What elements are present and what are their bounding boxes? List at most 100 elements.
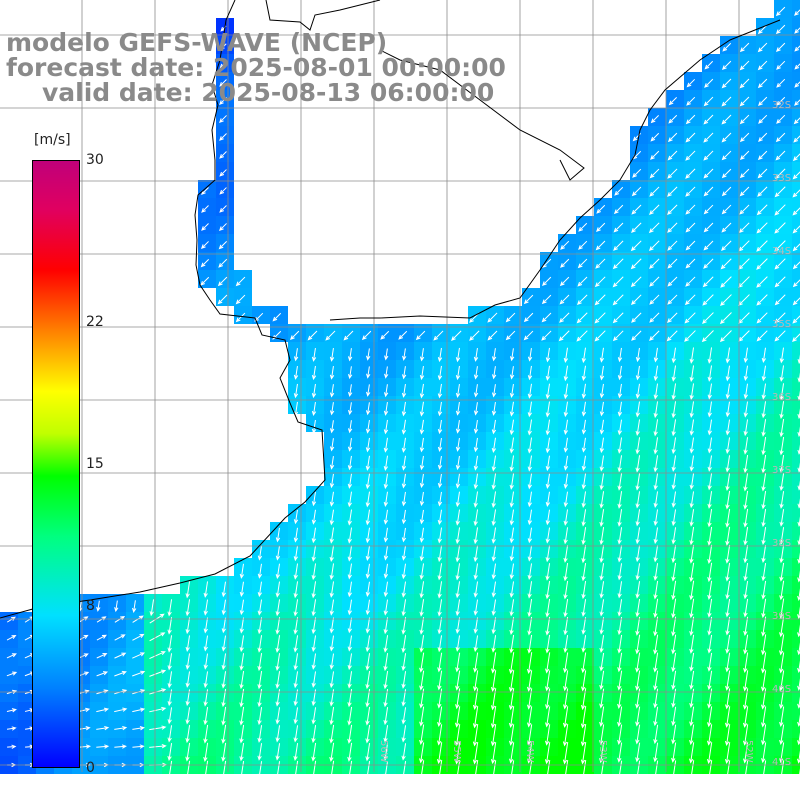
wind-arrow: [437, 455, 443, 470]
wind-arrow: [527, 527, 532, 544]
wind-arrow: [581, 437, 587, 453]
wind-arrow: [756, 240, 768, 252]
wind-arrow: [792, 153, 800, 162]
wind-arrow: [743, 563, 749, 582]
wind-speed-cell: [792, 126, 800, 144]
wind-speed-cell: [792, 108, 800, 126]
wind-arrow: [78, 653, 89, 659]
wind-arrow: [329, 599, 335, 616]
wind-arrow: [508, 670, 515, 693]
wind-arrow: [239, 671, 245, 690]
wind-arrow: [794, 81, 800, 88]
wind-arrow: [509, 383, 515, 399]
wind-arrow: [132, 725, 145, 731]
wind-arrow: [96, 653, 108, 659]
wind-arrow: [167, 635, 173, 653]
wind-arrow: [473, 437, 479, 453]
wind-arrow: [257, 617, 263, 635]
wind-arrow: [114, 634, 126, 641]
wind-arrow: [635, 652, 641, 673]
wind-arrow: [793, 135, 800, 143]
wind-arrow: [738, 222, 750, 234]
wind-arrow: [581, 419, 587, 435]
wind-arrow: [707, 508, 713, 528]
wind-speed-cell: [792, 378, 800, 396]
wind-arrow: [544, 724, 551, 746]
wind-arrow: [455, 670, 461, 691]
wind-arrow: [581, 383, 587, 399]
wind-arrow: [527, 455, 533, 472]
wind-arrow: [257, 743, 263, 761]
wind-arrow: [779, 509, 785, 527]
wind-arrow: [721, 168, 732, 179]
wind-arrow: [487, 330, 498, 341]
wind-arrow: [631, 186, 642, 197]
wind-arrow: [719, 312, 732, 325]
wind-arrow: [545, 634, 551, 654]
wind-arrow: [742, 724, 749, 746]
wind-arrow: [436, 742, 443, 765]
wind-arrow: [685, 186, 696, 197]
wind-arrow: [473, 599, 479, 616]
wind-arrow: [545, 365, 551, 381]
wind-arrow: [635, 473, 641, 491]
wind-arrow: [706, 760, 713, 783]
wind-arrow: [526, 742, 533, 764]
wind-arrow: [307, 330, 318, 341]
wind-arrow: [739, 114, 750, 125]
wind-arrow: [706, 742, 713, 765]
wind-arrow: [725, 598, 731, 618]
wind-arrow: [635, 509, 641, 527]
wind-arrow: [219, 61, 227, 69]
wind-arrow: [612, 276, 624, 288]
wind-arrow: [757, 150, 768, 161]
wind-arrow: [671, 455, 677, 472]
wind-arrow: [653, 383, 659, 400]
wind-arrow: [617, 706, 623, 728]
wind-arrow: [545, 419, 551, 436]
wind-arrow: [725, 652, 731, 673]
wind-arrow: [707, 580, 713, 600]
wind-arrow: [347, 742, 353, 762]
wind-arrow: [526, 760, 533, 783]
wind-arrow: [545, 509, 550, 526]
wind-arrow: [761, 490, 767, 510]
wind-arrow: [401, 419, 407, 435]
wind-arrow: [398, 330, 408, 340]
wind-speed-cell: [792, 702, 800, 720]
wind-arrow: [563, 580, 569, 600]
wind-arrow: [527, 563, 533, 581]
wind-arrow: [347, 653, 353, 671]
wind-arrow: [562, 706, 569, 728]
wind-arrow: [257, 635, 263, 653]
wind-arrow: [671, 652, 677, 673]
wind-arrow: [235, 276, 246, 287]
wind-arrow: [365, 671, 371, 690]
latitude-label: 38S: [772, 538, 792, 549]
wind-arrow: [599, 509, 605, 527]
wind-arrow: [685, 114, 696, 125]
wind-arrow: [613, 222, 624, 233]
wind-arrow: [473, 420, 479, 434]
wind-arrow: [433, 330, 444, 341]
wind-arrow: [437, 383, 443, 399]
wind-arrow: [635, 365, 641, 381]
wind-arrow: [761, 527, 767, 546]
wind-arrow: [648, 222, 660, 234]
wind-arrow: [649, 276, 660, 287]
wind-arrow: [779, 527, 785, 545]
wind-arrow: [797, 552, 800, 564]
wind-arrow: [689, 580, 695, 601]
wind-arrow: [455, 402, 461, 416]
wind-arrow: [599, 473, 605, 491]
wind-arrow: [725, 616, 731, 636]
wind-arrow: [596, 204, 606, 214]
wind-arrow: [455, 652, 461, 673]
wind-arrow: [419, 473, 425, 489]
wind-arrow: [221, 617, 227, 634]
longitude-label: 52W: [743, 740, 754, 763]
wind-arrow: [562, 724, 569, 747]
wind-arrow: [559, 312, 570, 323]
wind-arrow: [630, 240, 642, 252]
wind-arrow: [311, 581, 317, 599]
